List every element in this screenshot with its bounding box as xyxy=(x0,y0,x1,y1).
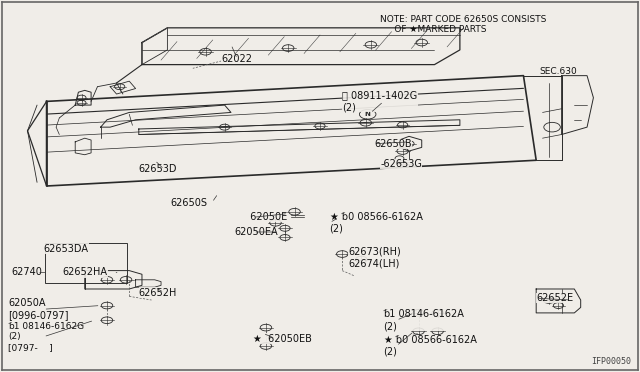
Text: ␢1 08146-6162A
(2): ␢1 08146-6162A (2) xyxy=(383,310,465,331)
Text: 62740: 62740 xyxy=(12,267,42,278)
Text: 62022: 62022 xyxy=(221,54,252,64)
Text: ★ ␢0 08566-6162A
(2): ★ ␢0 08566-6162A (2) xyxy=(330,212,422,234)
Text: 62652HA: 62652HA xyxy=(63,267,108,278)
Text: Ⓝ 08911-1402G
(2): Ⓝ 08911-1402G (2) xyxy=(342,91,417,112)
Text: NOTE: PART CODE 62650S CONSISTS
     OF ★MARKED PARTS: NOTE: PART CODE 62650S CONSISTS OF ★MARK… xyxy=(380,15,547,34)
Text: 62650B: 62650B xyxy=(374,139,412,149)
Text: N: N xyxy=(365,111,371,117)
Text: 62673(RH)
62674(LH): 62673(RH) 62674(LH) xyxy=(349,247,401,269)
Text: ★  62050EB: ★ 62050EB xyxy=(253,334,312,344)
Text: 62650S: 62650S xyxy=(171,198,207,208)
Text: SEC.630: SEC.630 xyxy=(540,67,577,77)
Text: 62050EA: 62050EA xyxy=(234,227,278,237)
Text: IFP00050: IFP00050 xyxy=(591,357,632,366)
Text: 62653D: 62653D xyxy=(139,164,177,174)
Text: 62050A
[0996-0797]: 62050A [0996-0797] xyxy=(8,298,69,320)
Text: ␢1 08146-6162G
(2)
[0797-    ]: ␢1 08146-6162G (2) [0797- ] xyxy=(8,322,84,352)
Text: 62050E: 62050E xyxy=(247,212,287,222)
Text: ★ ␢0 08566-6162A
(2): ★ ␢0 08566-6162A (2) xyxy=(383,335,476,357)
Text: 62653DA: 62653DA xyxy=(44,244,88,254)
Text: 62652E: 62652E xyxy=(536,293,573,303)
Text: -62653G: -62653G xyxy=(380,159,422,169)
Text: 62652H: 62652H xyxy=(139,288,177,298)
